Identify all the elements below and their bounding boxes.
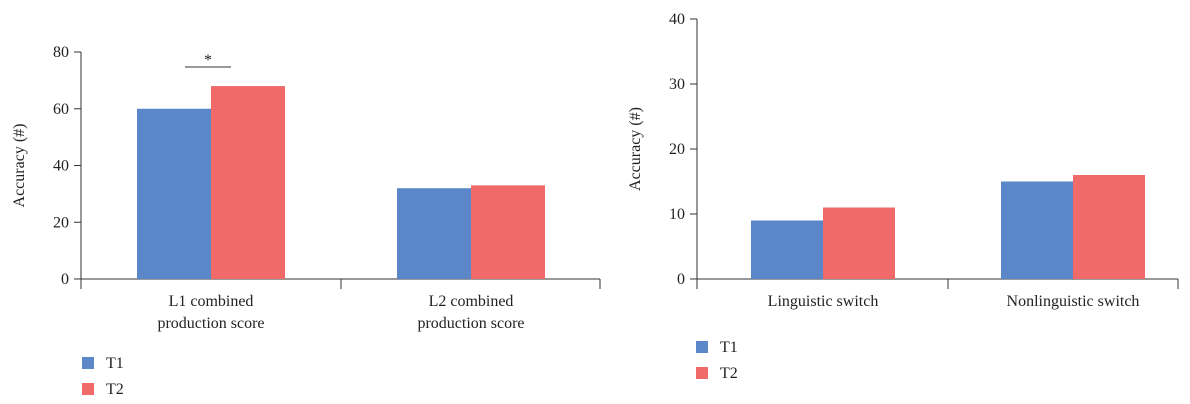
category-label: L1 combined production score — [157, 293, 264, 332]
category-label-line: Linguistic switch — [768, 293, 879, 310]
category-label-line: production score — [417, 315, 524, 332]
bar-t2-1 — [471, 185, 545, 279]
y-tick-label: 40 — [53, 158, 69, 175]
legend-swatch — [696, 341, 708, 353]
bar-t1-0 — [751, 220, 823, 279]
bar-t2-0 — [823, 207, 895, 279]
legend-label: T1 — [720, 339, 738, 356]
chart-right-panel: 0 10 20 30 40 Linguistic switch Nonlinguistic … — [627, 11, 1179, 382]
legend-swatch — [82, 383, 94, 395]
y-tick-label: 60 — [53, 101, 69, 118]
category-label-line: L2 combined — [429, 293, 514, 310]
y-tick-label: 20 — [669, 141, 685, 158]
y-tick-label: 40 — [669, 11, 685, 28]
y-tick-label: 0 — [677, 271, 685, 288]
bar-t2-0 — [211, 86, 285, 279]
bar-t1-0 — [137, 108, 211, 279]
legend-swatch — [696, 367, 708, 379]
legend-label: T2 — [720, 365, 738, 382]
y-axis-title: Accuracy (#) — [627, 107, 644, 191]
y-tick-label: 80 — [53, 44, 69, 61]
category-label: L2 combined production score — [417, 293, 524, 332]
y-axis-title: Accuracy (#) — [11, 124, 28, 208]
bar-t1-1 — [1001, 181, 1073, 279]
significance-star: * — [204, 52, 212, 69]
y-tick-label: 0 — [61, 271, 69, 288]
legend-label: T2 — [106, 381, 124, 398]
bar-t2-1 — [1073, 175, 1145, 279]
category-label-line: production score — [157, 315, 264, 332]
y-tick-label: 20 — [53, 214, 69, 231]
legend-label: T1 — [106, 355, 124, 372]
legend-swatch — [82, 357, 94, 369]
category-label: Nonlinguistic switch — [1007, 293, 1140, 310]
y-tick-label: 10 — [669, 206, 685, 223]
y-tick-label: 30 — [669, 76, 685, 93]
category-label-line: Nonlinguistic switch — [1007, 293, 1140, 310]
category-label-line: L1 combined — [169, 293, 254, 310]
bar-t1-1 — [397, 188, 471, 279]
category-label: Linguistic switch — [768, 293, 879, 310]
